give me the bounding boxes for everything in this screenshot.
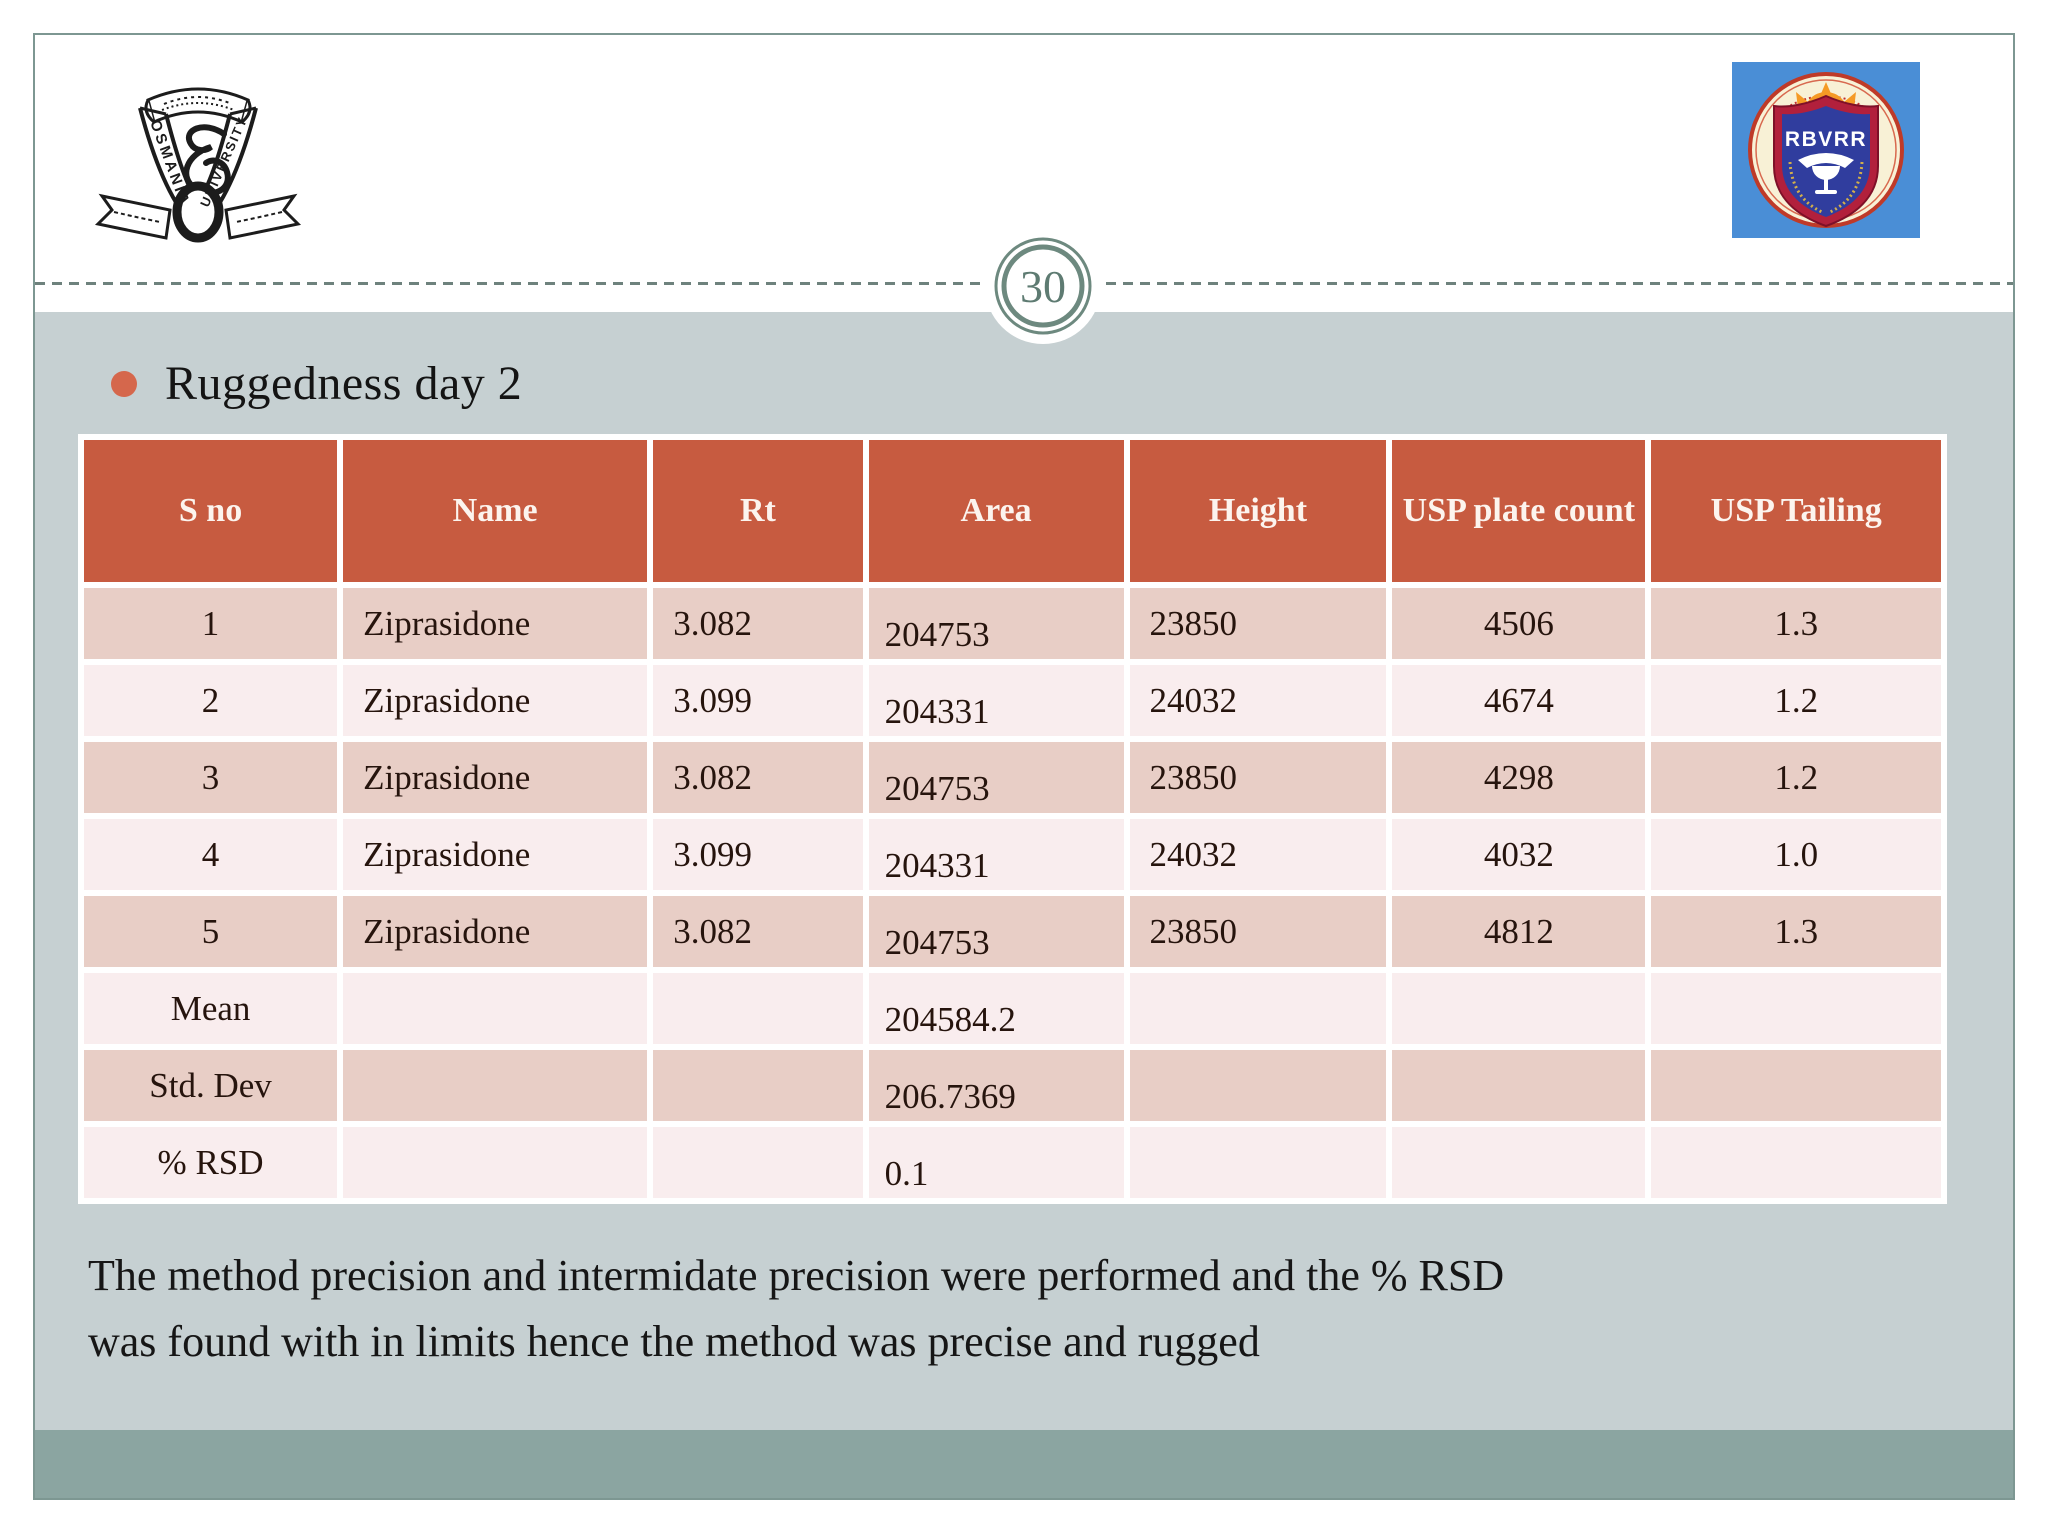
table-cell <box>343 1050 648 1121</box>
table-cell <box>343 973 648 1044</box>
table-cell: 204331 <box>868 665 1124 736</box>
conclusion-line-1: The method precision and intermidate pre… <box>88 1251 1505 1300</box>
table-cell: 204753 <box>868 896 1124 967</box>
table-cell: 204753 <box>868 588 1124 659</box>
table-cell: 3.082 <box>653 742 863 813</box>
table-cell: 24032 <box>1129 819 1387 890</box>
table-row: 5 Ziprasidone 3.082 204753 23850 4812 1.3 <box>84 896 1941 967</box>
table-cell: 3.099 <box>653 665 863 736</box>
col-header-sno: S no <box>84 440 338 582</box>
table-cell: 1.3 <box>1651 896 1941 967</box>
table-cell: Ziprasidone <box>343 588 648 659</box>
table-row: 3 Ziprasidone 3.082 204753 23850 4298 1.2 <box>84 742 1941 813</box>
table-cell: Ziprasidone <box>343 896 648 967</box>
conclusion-note: The method precision and intermidate pre… <box>88 1243 1940 1375</box>
table-cell: 23850 <box>1129 896 1387 967</box>
table-cell <box>1651 1050 1941 1121</box>
table-row: Mean 204584.2 <box>84 973 1941 1044</box>
table-cell: 1.0 <box>1651 819 1941 890</box>
table-cell: 204584.2 <box>868 973 1124 1044</box>
table-cell: 4032 <box>1392 819 1646 890</box>
table-body: 1 Ziprasidone 3.082 204753 23850 4506 1.3 2 Zipr… <box>84 588 1941 1198</box>
footer-accent-band <box>35 1430 2013 1498</box>
table-row: 2 Ziprasidone 3.099 204331 24032 4674 1.2 <box>84 665 1941 736</box>
table-cell: Ziprasidone <box>343 665 648 736</box>
table-cell <box>1392 1050 1646 1121</box>
page-number: 30 <box>1020 261 1066 312</box>
title-row: Ruggedness day 2 <box>111 356 522 411</box>
table-cell: 0.1 <box>868 1127 1124 1198</box>
col-header-rt: Rt <box>653 440 863 582</box>
table-cell <box>653 1127 863 1198</box>
table-cell: 3.099 <box>653 819 863 890</box>
rbvrr-acronym: RBVRR <box>1785 128 1867 151</box>
table-cell: 1 <box>84 588 338 659</box>
page-number-badge: 30 <box>985 228 1101 344</box>
table-cell <box>1129 1127 1387 1198</box>
table-cell: % RSD <box>84 1127 338 1198</box>
table-cell <box>1129 973 1387 1044</box>
ruggedness-table: S no Name Rt Area Height USP plate count… <box>78 434 1947 1204</box>
table-cell: 24032 <box>1129 665 1387 736</box>
table-cell: 4 <box>84 819 338 890</box>
table-cell <box>1392 1127 1646 1198</box>
table-cell: 206.7369 <box>868 1050 1124 1121</box>
rbvrr-college-logo-icon: RBVRR <box>1732 62 1920 238</box>
table-cell: 4506 <box>1392 588 1646 659</box>
table-cell <box>343 1127 648 1198</box>
table-row: % RSD 0.1 <box>84 1127 1941 1198</box>
table-cell: 5 <box>84 896 338 967</box>
table-cell: 1.2 <box>1651 665 1941 736</box>
table-cell <box>1129 1050 1387 1121</box>
table-cell: 204331 <box>868 819 1124 890</box>
table-cell: 23850 <box>1129 742 1387 813</box>
table-row: 4 Ziprasidone 3.099 204331 24032 4032 1.0 <box>84 819 1941 890</box>
table-header-row: S no Name Rt Area Height USP plate count… <box>84 440 1941 582</box>
table-cell: 3.082 <box>653 896 863 967</box>
conclusion-line-2: was found with in limits hence the metho… <box>88 1317 1260 1366</box>
table-cell <box>653 1050 863 1121</box>
table-cell: 3 <box>84 742 338 813</box>
table-cell <box>1392 973 1646 1044</box>
table-cell: 4298 <box>1392 742 1646 813</box>
table-row: Std. Dev 206.7369 <box>84 1050 1941 1121</box>
table-cell: 1.2 <box>1651 742 1941 813</box>
table-cell: 23850 <box>1129 588 1387 659</box>
table-cell <box>1651 1127 1941 1198</box>
table-row: 1 Ziprasidone 3.082 204753 23850 4506 1.3 <box>84 588 1941 659</box>
table-header: S no Name Rt Area Height USP plate count… <box>84 440 1941 582</box>
table-cell <box>653 973 863 1044</box>
osmania-university-logo-icon: OSMANIA UNIVERSITY <box>94 87 302 243</box>
col-header-name: Name <box>343 440 648 582</box>
col-header-usp-tailing: USP Tailing <box>1651 440 1941 582</box>
col-header-height: Height <box>1129 440 1387 582</box>
col-header-usp-plate-count: USP plate count <box>1392 440 1646 582</box>
col-header-area: Area <box>868 440 1124 582</box>
table-cell: 1.3 <box>1651 588 1941 659</box>
table-cell: Std. Dev <box>84 1050 338 1121</box>
table-cell: Ziprasidone <box>343 742 648 813</box>
table-cell: 4812 <box>1392 896 1646 967</box>
page-title: Ruggedness day 2 <box>165 357 523 410</box>
table-cell: 2 <box>84 665 338 736</box>
bullet-icon <box>111 370 137 397</box>
table-cell: 4674 <box>1392 665 1646 736</box>
table-cell <box>1651 973 1941 1044</box>
table-cell: Mean <box>84 973 338 1044</box>
table-cell: 204753 <box>868 742 1124 813</box>
table-cell: Ziprasidone <box>343 819 648 890</box>
table-cell: 3.082 <box>653 588 863 659</box>
